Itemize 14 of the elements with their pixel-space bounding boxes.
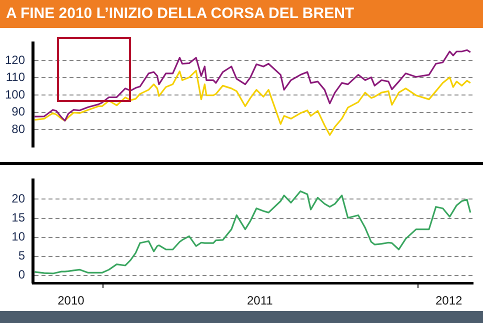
x-tick-label: 2012 <box>435 294 463 308</box>
y-tick-label: 20 <box>12 192 26 206</box>
y-tick-label: 80 <box>12 122 26 136</box>
chart-title: A FINE 2010 L’INIZIO DELLA CORSA DEL BRENT <box>0 0 483 28</box>
y-tick-label: 120 <box>4 52 26 67</box>
y-tick-label: 90 <box>12 104 26 119</box>
x-tick-label: 2011 <box>246 294 274 308</box>
x-tick-label: 2010 <box>58 294 85 308</box>
y-tick-label: 5 <box>18 248 26 263</box>
y-tick-label: 100 <box>4 87 26 102</box>
y-tick-label: 15 <box>12 210 26 225</box>
y-tick-label: 0 <box>18 268 26 282</box>
y-tick-label: 110 <box>6 70 26 84</box>
y-tick-label: 10 <box>12 230 26 244</box>
